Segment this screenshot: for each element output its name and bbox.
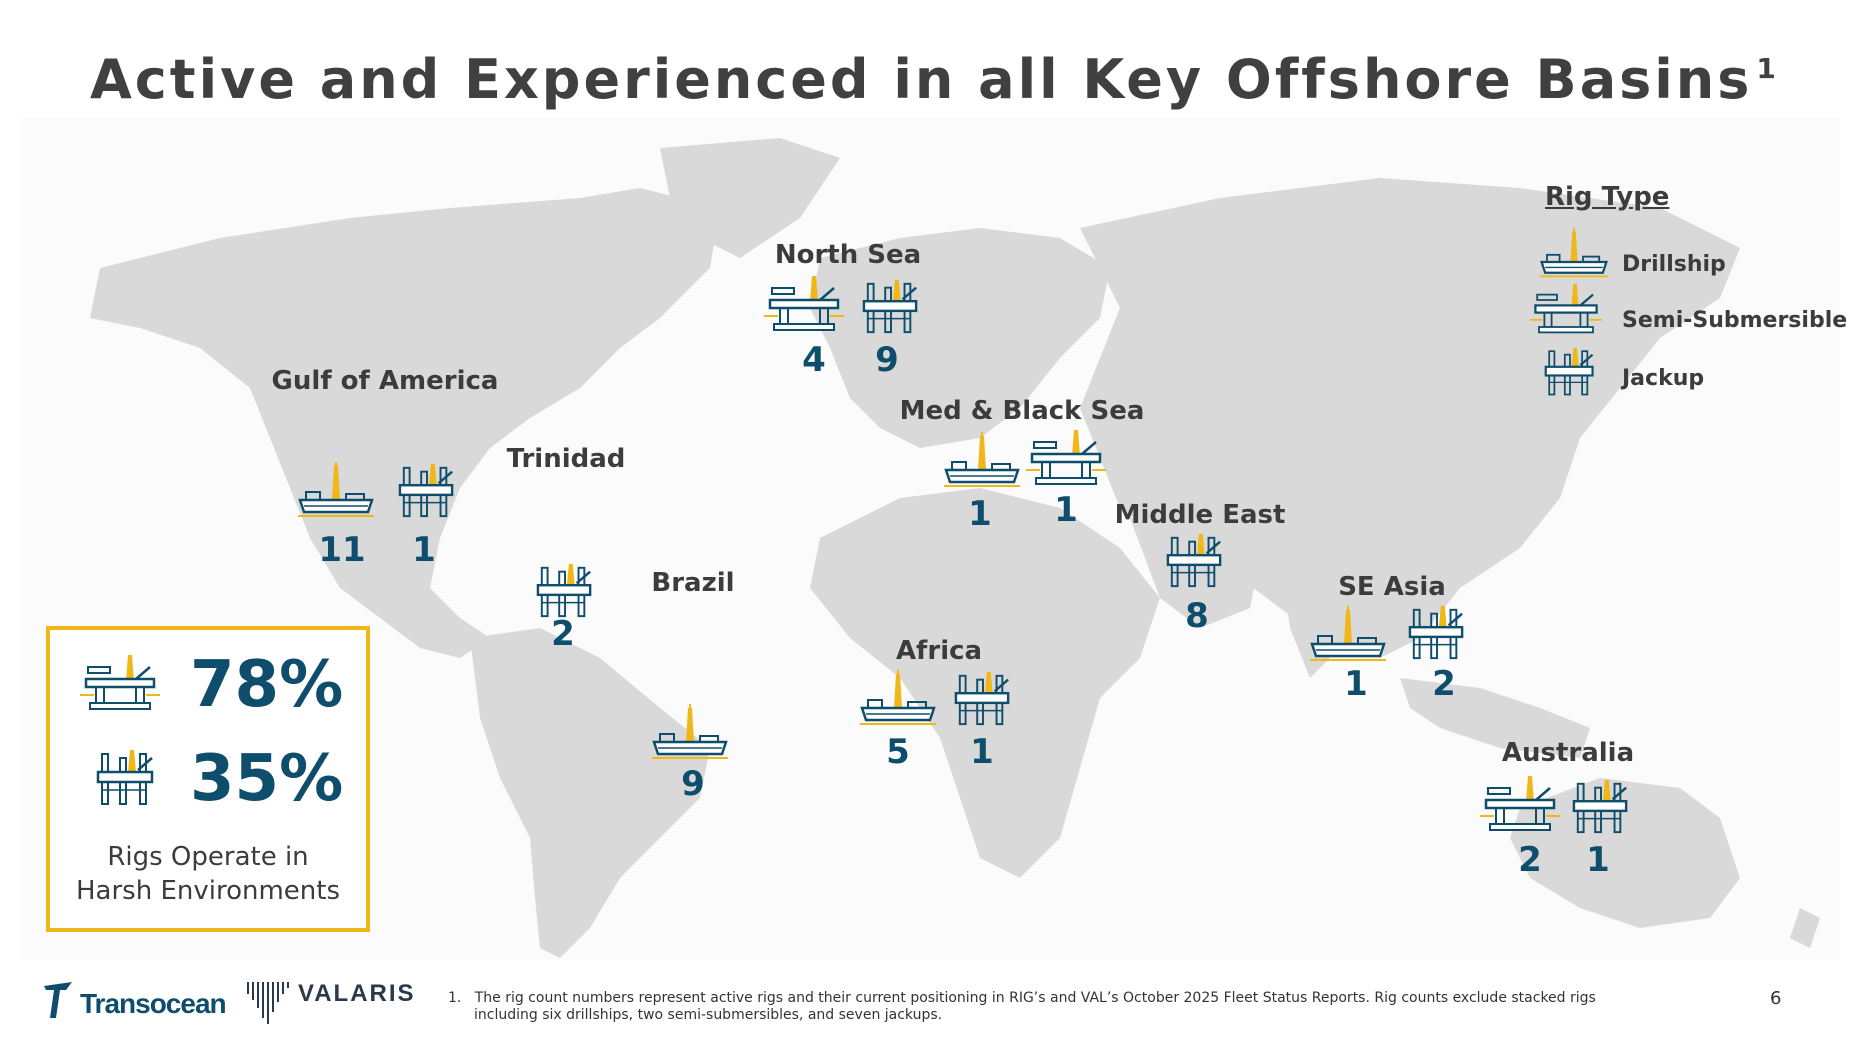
region-label-north-sea: North Sea: [774, 240, 922, 270]
region-count-australia-semisub: 2: [1518, 840, 1542, 880]
drillship-icon: [858, 668, 938, 728]
region-count-brazil-drillship: 9: [681, 764, 705, 804]
valaris-logo-mark: [247, 982, 289, 1024]
semisub-icon: [1026, 428, 1106, 488]
jackup-icon: [1572, 778, 1630, 836]
region-count-se-asia-jackup: 2: [1432, 664, 1456, 704]
valaris-logo: VALARIS: [244, 980, 414, 1026]
legend-label-drillship: Drillship: [1622, 252, 1726, 277]
europe-landmass: [810, 228, 1110, 448]
jackup-icon: [1166, 532, 1224, 590]
transocean-logo-mark: [44, 982, 72, 1018]
se-asia-islands-landmass: [1400, 678, 1590, 758]
harsh-caption-line2: Harsh Environments: [75, 876, 341, 906]
region-label-brazil: Brazil: [651, 568, 735, 598]
region-label-gulf-of-america: Gulf of America: [271, 366, 499, 396]
region-count-med-semisub: 1: [1054, 490, 1078, 530]
region-label-se-asia: SE Asia: [1338, 572, 1446, 602]
region-count-med-drillship: 1: [968, 494, 992, 534]
region-count-se-asia-drillship: 1: [1344, 664, 1368, 704]
title-footnote-mark: 1: [1756, 52, 1779, 85]
harsh-caption: Rigs Operate in Harsh Environments: [50, 840, 366, 908]
legend-label-jackup: Jackup: [1622, 366, 1705, 391]
legend-label-semisub: Semi-Submersible: [1622, 308, 1848, 333]
transocean-logo: Transocean: [42, 980, 232, 1020]
australia-landmass: [1510, 778, 1740, 928]
jackup-icon: [398, 462, 456, 520]
semisub-harsh-percent: 78%: [190, 648, 344, 722]
region-label-trinidad: Trinidad: [506, 444, 626, 474]
valaris-logo-text: VALARIS: [298, 980, 416, 1007]
region-count-trinidad-jackup: 2: [551, 614, 575, 654]
semisub-icon: [764, 274, 844, 334]
jackup-icon: [96, 748, 156, 808]
region-count-australia-jackup: 1: [1586, 840, 1610, 880]
india-landmass: [1280, 548, 1360, 678]
drillship-icon: [1538, 226, 1610, 280]
semisub-icon: [1480, 774, 1560, 834]
region-label-middle-east: Middle East: [1114, 500, 1286, 530]
drillship-icon: [942, 430, 1022, 490]
transocean-logo-text: Transocean: [80, 988, 227, 1019]
jackup-harsh-percent: 35%: [190, 742, 344, 816]
jackup-icon: [1408, 604, 1466, 662]
jackup-icon: [1544, 346, 1596, 398]
region-count-middle-east-jackup: 8: [1185, 596, 1209, 636]
harsh-caption-line1: Rigs Operate in: [107, 842, 309, 872]
drillship-icon: [650, 702, 730, 762]
region-count-africa-jackup: 1: [970, 732, 994, 772]
page-title: Active and Experienced in all Key Offsho…: [90, 48, 1779, 111]
region-count-africa-drillship: 5: [886, 732, 910, 772]
page-number: 6: [1770, 988, 1782, 1009]
jackup-icon: [862, 278, 920, 336]
north-america-landmass: [90, 188, 720, 658]
legend-title: Rig Type: [1545, 182, 1670, 212]
region-count-gulf-drillship: 11: [318, 530, 366, 570]
africa-landmass: [810, 488, 1160, 878]
region-count-north-sea-jackup: 9: [875, 340, 899, 380]
new-zealand-landmass: [1790, 908, 1820, 948]
semisub-icon: [1530, 282, 1602, 336]
region-count-gulf-jackup: 1: [412, 530, 436, 570]
semisub-icon: [80, 652, 160, 714]
region-label-australia: Australia: [1501, 738, 1635, 768]
jackup-icon: [954, 670, 1012, 728]
drillship-icon: [296, 460, 376, 520]
south-america-landmass: [470, 628, 710, 958]
drillship-icon: [1308, 604, 1388, 664]
greenland-landmass: [660, 138, 840, 258]
title-text: Active and Experienced in all Key Offsho…: [90, 48, 1753, 111]
region-label-africa: Africa: [895, 636, 983, 666]
jackup-icon: [536, 562, 594, 620]
region-count-north-sea-semisub: 4: [802, 340, 826, 380]
region-label-med-black-sea: Med & Black Sea: [899, 396, 1145, 426]
footnote: 1. The rig count numbers represent activ…: [448, 990, 1596, 1023]
harsh-environment-callout: 78% 35% Rigs Operate in Harsh Environmen…: [46, 626, 370, 932]
